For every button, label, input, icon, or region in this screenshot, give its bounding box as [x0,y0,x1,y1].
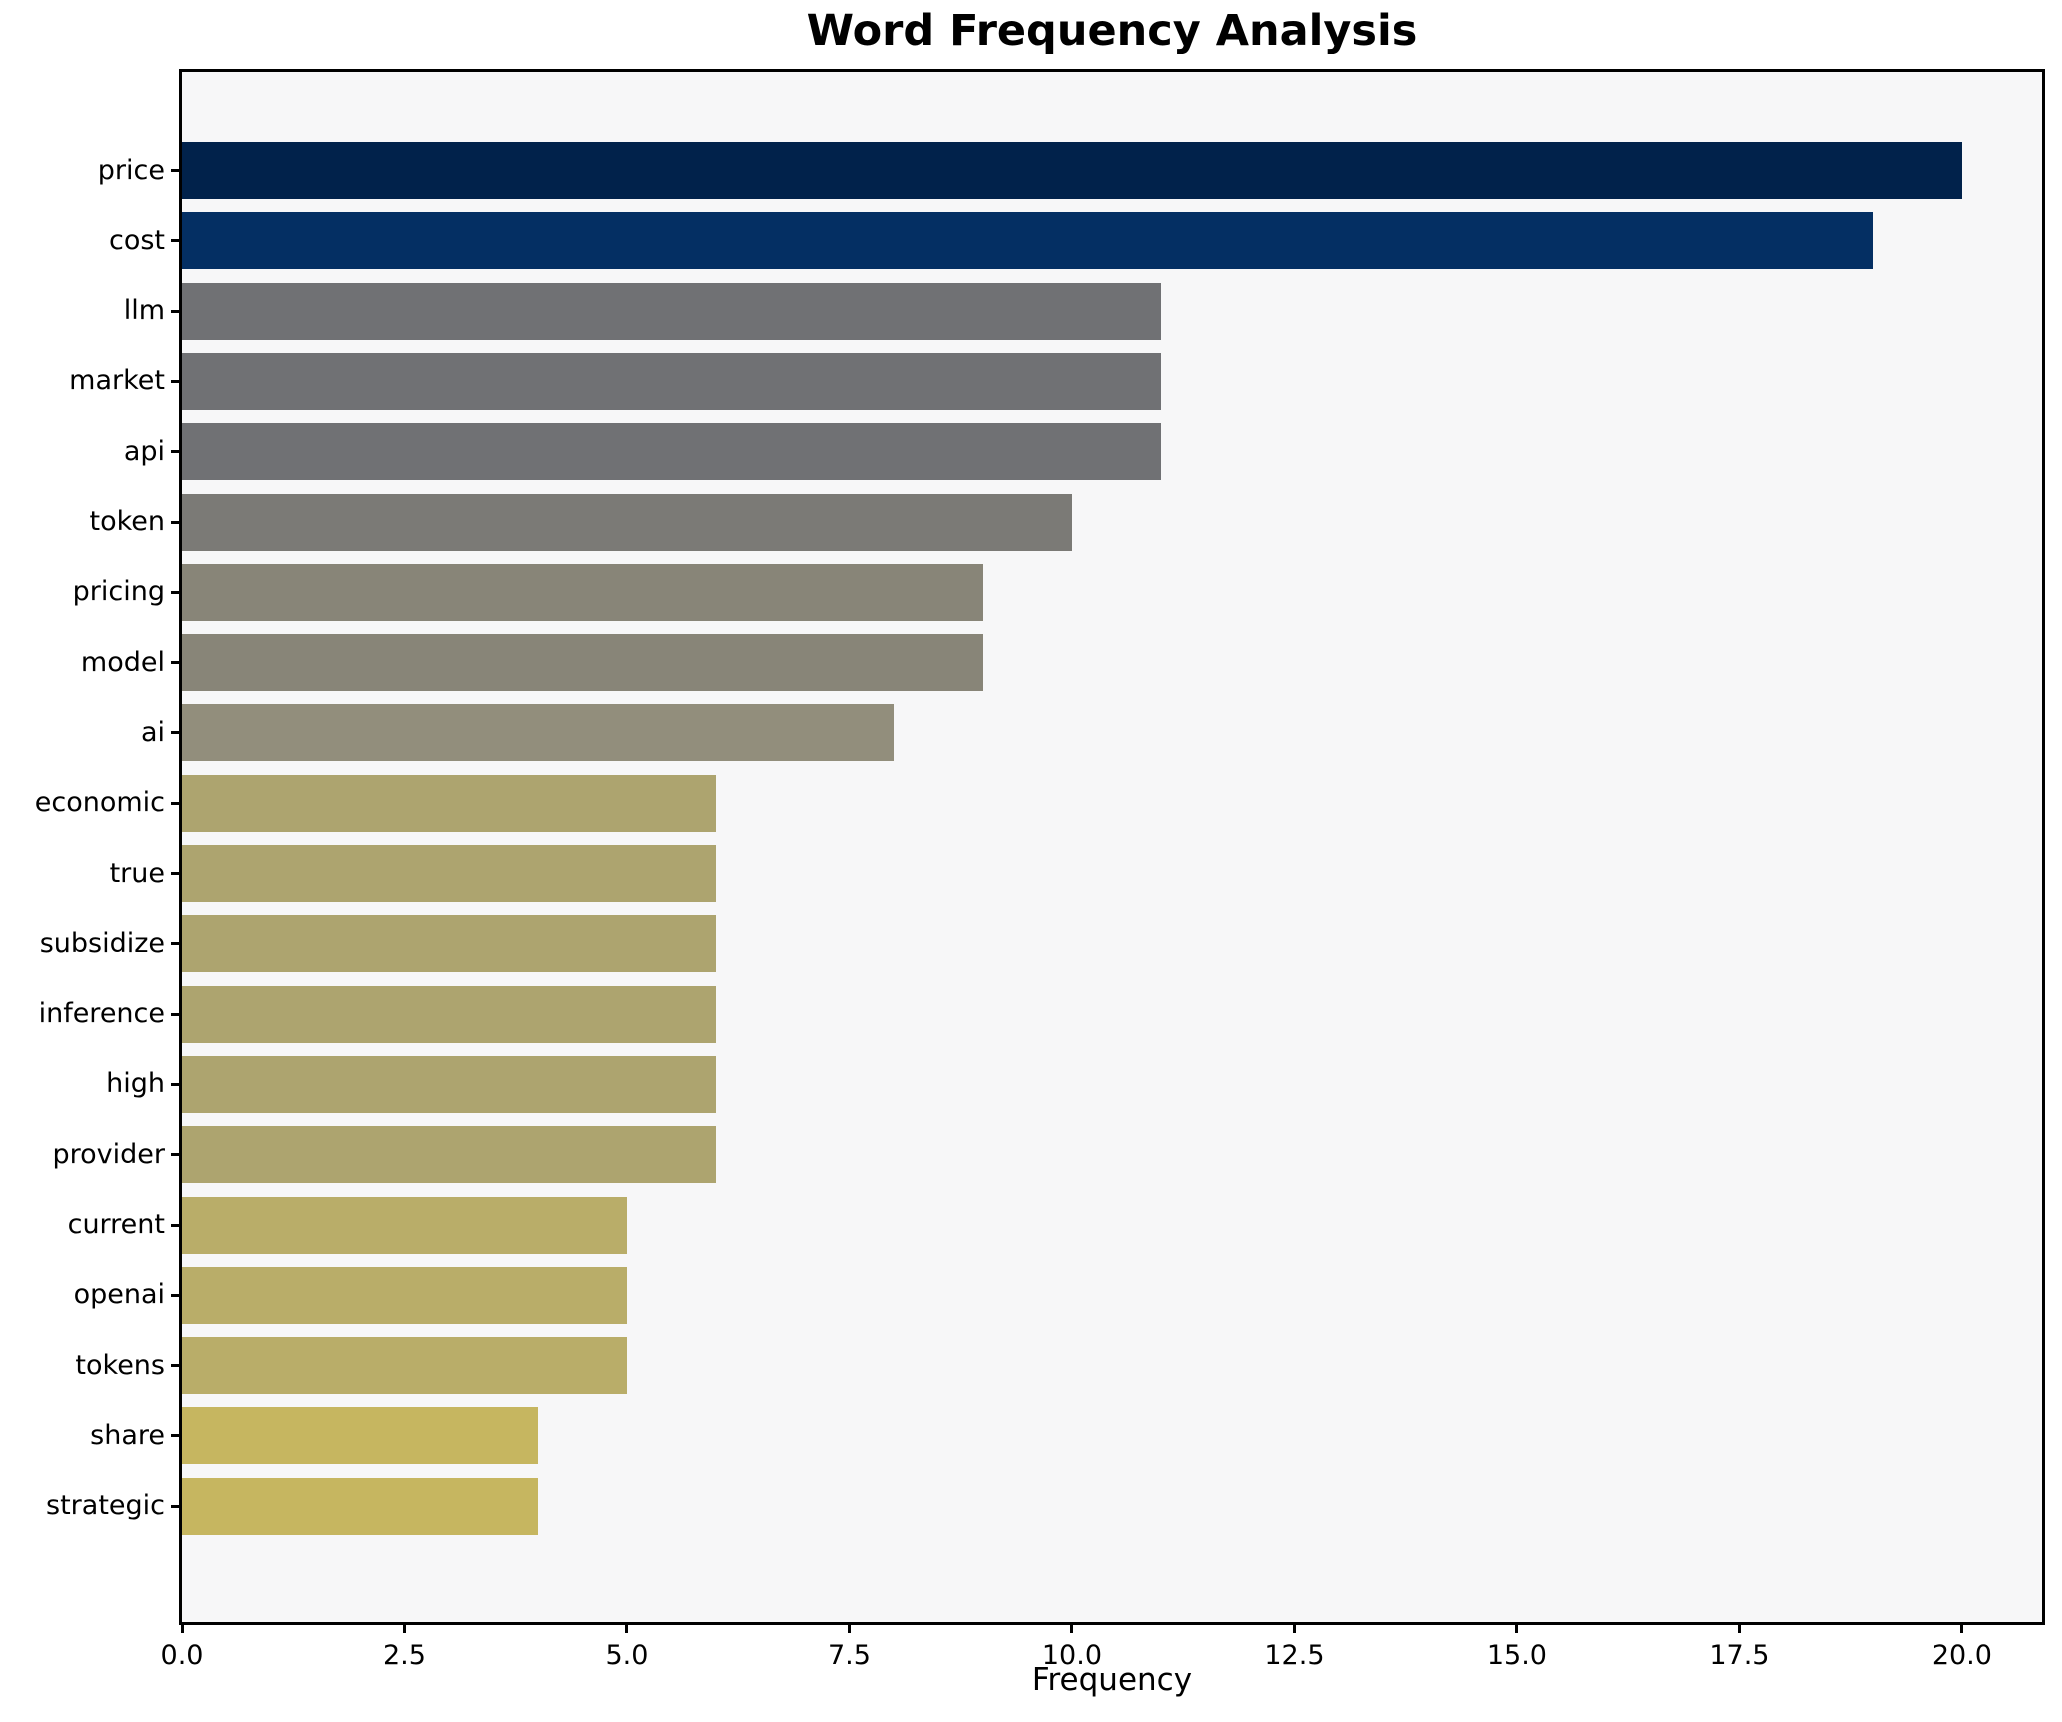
x-tick-mark [1960,1622,1964,1633]
x-tick-label-2.5: 2.5 [383,1640,426,1671]
y-tick-label-market: market [69,365,165,397]
y-tick-label-api: api [123,435,165,467]
bar-token [182,493,1072,551]
x-tick-mark [1737,1622,1741,1633]
y-tick-mark [171,379,182,383]
x-tick-mark [180,1622,184,1633]
y-tick-mark [171,1293,182,1297]
bar-economic [182,774,716,832]
x-tick-mark [1292,1622,1296,1633]
y-tick-mark [171,1434,182,1438]
bar-share [182,1407,538,1465]
bar-high [182,1055,716,1113]
chart-title: Word Frequency Analysis [806,6,1418,56]
y-tick-mark [171,239,182,243]
x-tick-mark [402,1622,406,1633]
bar-tokens [182,1337,627,1395]
bar-current [182,1196,627,1254]
y-tick-mark [171,872,182,875]
y-tick-mark [171,661,182,665]
y-tick-mark [171,450,182,454]
y-tick-label-true: true [109,857,165,889]
x-tick-mark [1515,1622,1519,1633]
bar-provider [182,1126,716,1184]
bar-openai [182,1266,627,1324]
y-tick-label-price: price [97,154,165,186]
y-tick-mark [171,801,182,805]
y-tick-label-ai: ai [140,716,165,748]
bar-strategic [182,1477,538,1535]
y-tick-mark [171,1504,182,1508]
y-tick-label-high: high [106,1068,165,1100]
y-tick-label-current: current [67,1209,165,1240]
y-tick-label-share: share [90,1419,165,1451]
x-tick-label-7.5: 7.5 [827,1640,871,1671]
bar-api [182,423,1161,481]
x-tick-label-12.5: 12.5 [1264,1640,1325,1671]
x-tick-mark [847,1622,851,1633]
y-tick-label-economic: economic [34,787,165,819]
y-tick-label-cost: cost [108,224,165,256]
x-tick-label-10.0: 10.0 [1041,1640,1102,1671]
x-tick-mark [1070,1622,1074,1633]
x-tick-mark [625,1622,629,1633]
bar-true [182,845,716,902]
bar-cost [182,212,1873,270]
y-tick-mark [171,942,182,946]
y-tick-mark [171,1082,182,1086]
y-tick-mark [171,520,182,524]
y-tick-mark [171,731,182,735]
bar-subsidize [182,915,716,973]
y-tick-label-token: token [89,506,165,537]
bar-price [182,142,1962,199]
bar-market [182,352,1161,410]
bar-ai [182,704,894,762]
x-axis-label: Frequency [1031,1662,1193,1698]
x-tick-label-0.0: 0.0 [160,1640,204,1671]
y-tick-label-tokens: tokens [75,1349,165,1381]
bar-model [182,634,983,692]
y-tick-label-openai: openai [73,1279,165,1311]
y-tick-mark [171,1012,182,1016]
bar-llm [182,282,1161,340]
y-tick-mark [171,309,182,313]
y-tick-mark [171,590,182,594]
y-tick-mark [171,1153,182,1157]
x-tick-label-5.0: 5.0 [605,1640,649,1671]
y-tick-label-subsidize: subsidize [39,927,165,959]
y-tick-label-inference: inference [38,998,165,1030]
y-tick-label-model: model [80,646,165,678]
bar-pricing [182,563,983,621]
y-tick-label-pricing: pricing [72,576,165,608]
y-tick-mark [171,169,182,172]
y-tick-label-llm: llm [123,295,165,327]
y-tick-mark [171,1364,182,1368]
y-tick-label-strategic: strategic [46,1490,165,1522]
x-tick-label-20.0: 20.0 [1931,1640,1992,1671]
bar-inference [182,985,716,1043]
y-tick-label-provider: provider [52,1138,166,1170]
x-tick-label-15.0: 15.0 [1486,1640,1547,1671]
y-tick-mark [171,1223,182,1227]
x-tick-label-17.5: 17.5 [1709,1640,1770,1671]
